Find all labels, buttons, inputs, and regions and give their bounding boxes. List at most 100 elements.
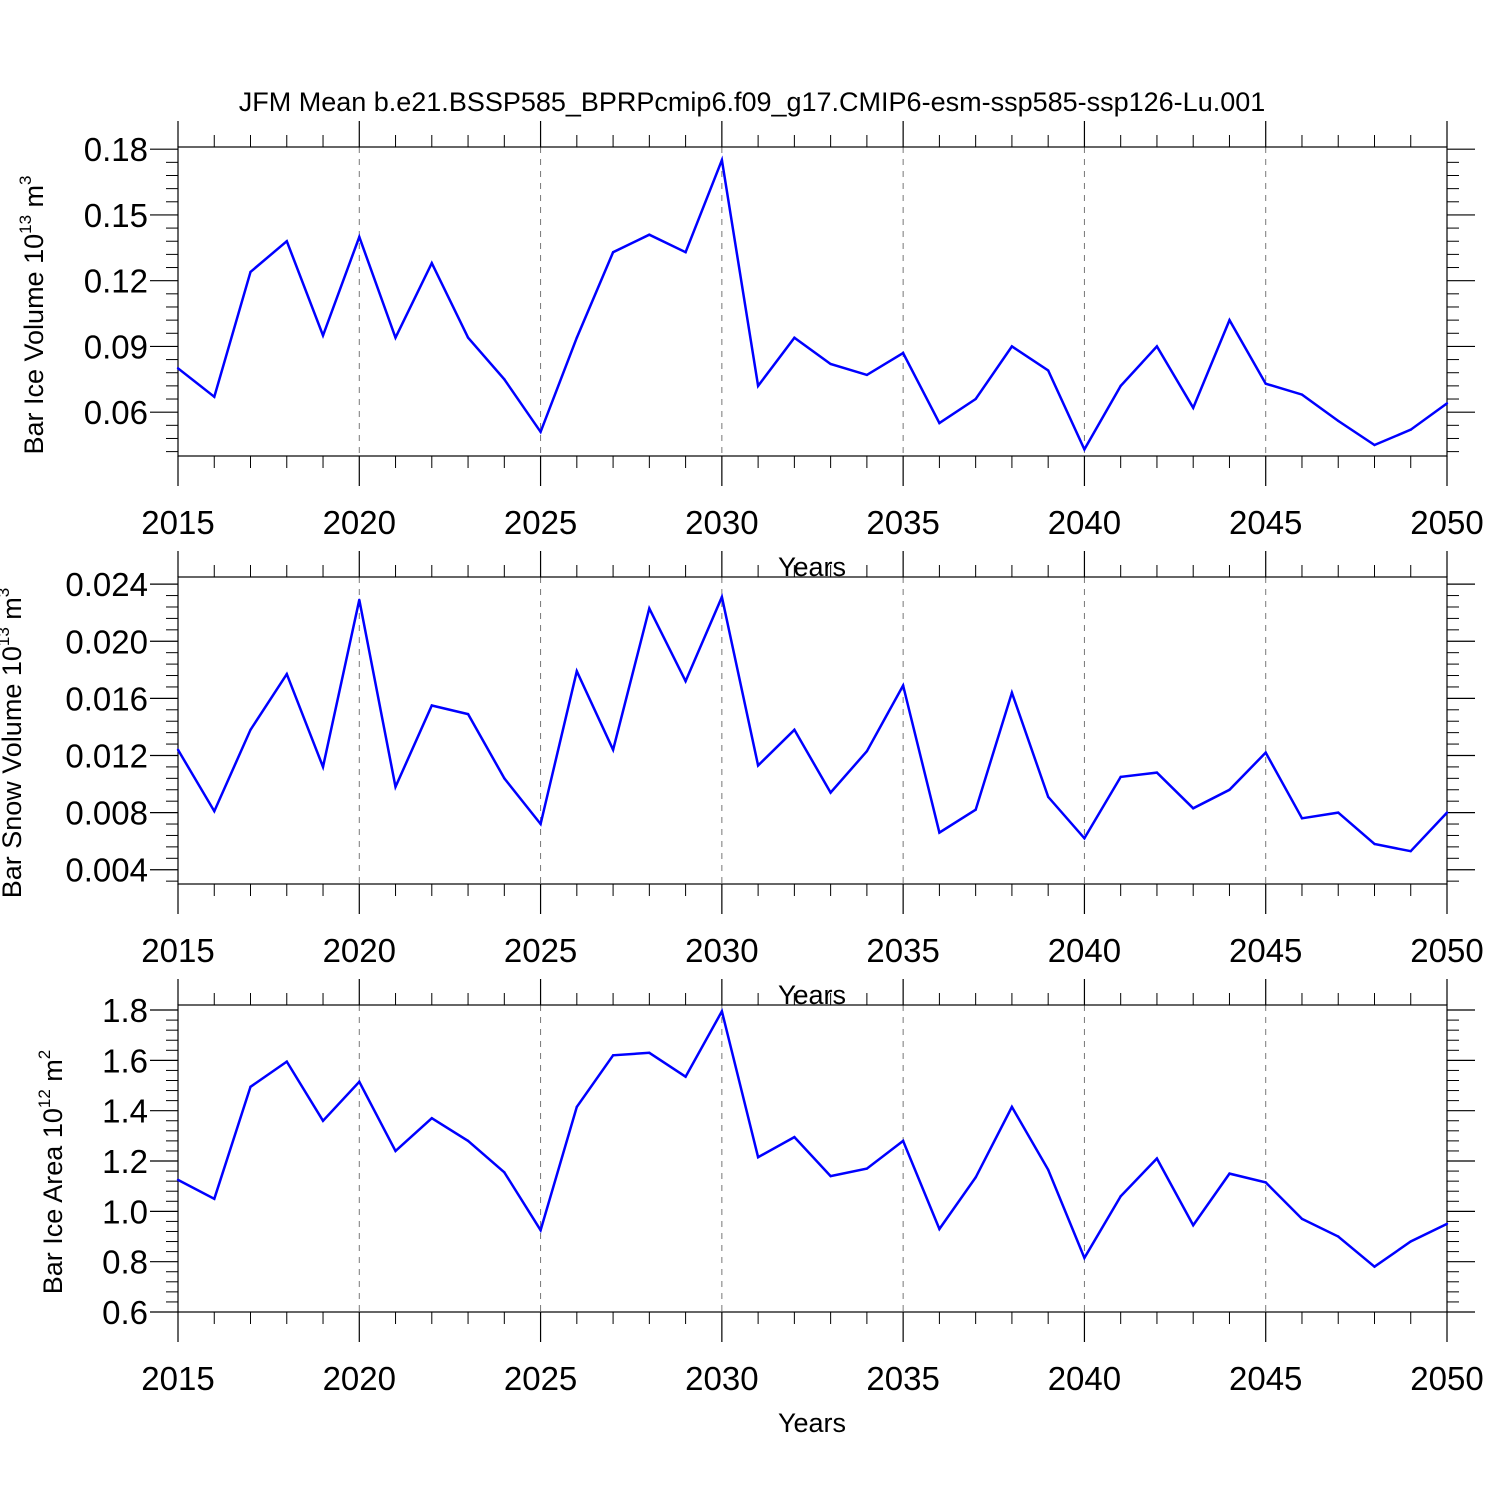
data-point [720, 158, 724, 162]
data-point [176, 367, 180, 370]
data-point [1373, 1265, 1376, 1268]
y-tick-label: 0.8 [102, 1244, 148, 1281]
data-point [1409, 1240, 1412, 1243]
data-point [1046, 795, 1050, 799]
y-tick-label: 1.6 [102, 1042, 148, 1079]
x-tick-label: 2040 [1048, 504, 1121, 541]
data-point [901, 684, 905, 687]
data-point [684, 680, 687, 683]
data-point [793, 728, 796, 731]
data-point [575, 336, 579, 339]
data-point [1409, 849, 1412, 853]
x-tick-label: 2035 [866, 504, 939, 541]
data-point [1373, 842, 1376, 846]
x-tick-label: 2035 [866, 932, 939, 969]
y-axis-label: Bar Ice Area 1012 m2 [35, 1050, 68, 1295]
x-tick-label: 2050 [1410, 932, 1483, 969]
data-point [575, 1105, 579, 1109]
plot-frame [177, 576, 1448, 885]
data-point [358, 1080, 361, 1083]
x-tick-label: 2030 [685, 932, 758, 969]
data-point [1445, 811, 1449, 814]
x-axis-label: Years [778, 1408, 846, 1438]
data-point [503, 378, 506, 381]
data-point [1192, 1223, 1195, 1227]
series-line [176, 592, 1448, 853]
data-point [1046, 1168, 1050, 1172]
data-point [720, 1010, 724, 1013]
data-point [575, 670, 579, 673]
data-point [285, 240, 288, 243]
data-point [1228, 318, 1231, 322]
x-tick-label: 2025 [504, 932, 577, 969]
data-point [1192, 406, 1195, 409]
data-point [249, 270, 252, 274]
data-point [648, 233, 651, 236]
data-point [793, 336, 796, 339]
data-point [1119, 384, 1122, 388]
data-point [1010, 345, 1014, 348]
x-tick-label: 2015 [141, 932, 214, 969]
data-point [1228, 1172, 1231, 1175]
x-tick-label: 2020 [323, 504, 396, 541]
data-point [611, 250, 615, 254]
data-point [793, 1135, 796, 1139]
data-point [974, 397, 977, 401]
y-tick-label: 1.8 [102, 992, 148, 1029]
data-point [684, 1075, 687, 1078]
plot-frame [177, 146, 1448, 457]
data-point [213, 809, 216, 813]
x-tick-label: 2030 [685, 504, 758, 541]
data-point [358, 598, 361, 602]
data-point [1119, 775, 1122, 779]
x-tick-label: 2015 [141, 504, 214, 541]
y-tick-label: 0.15 [84, 197, 148, 234]
data-point [1228, 788, 1231, 791]
data-point [213, 395, 216, 399]
data-point [756, 1156, 760, 1159]
y-axis-label: Bar Ice Volume 1013 m3 [16, 175, 49, 454]
data-point [1155, 345, 1159, 348]
series-line [177, 155, 1448, 453]
data-point [1300, 393, 1304, 396]
snow-volume-panel: Years Bar Snow Volume 1013 m3 2015202020… [0, 551, 1484, 1010]
data-point [176, 748, 180, 751]
x-tick-label: 2035 [866, 1360, 939, 1397]
data-point [503, 1171, 506, 1174]
data-point [611, 748, 615, 751]
data-point [394, 336, 397, 339]
data-point [1083, 448, 1086, 451]
data-point [1155, 771, 1159, 774]
data-point [394, 1149, 397, 1153]
data-point [611, 1054, 615, 1057]
data-point [321, 765, 325, 769]
plot-frame [177, 1004, 1448, 1313]
data-point [974, 1176, 977, 1179]
data-point [1264, 382, 1267, 385]
data-point [901, 1139, 905, 1143]
data-point [829, 791, 832, 794]
x-tick-label: 2020 [323, 1360, 396, 1397]
y-tick-label: 0.016 [65, 680, 148, 717]
x-tick-label: 2045 [1229, 932, 1302, 969]
y-tick-label: 0.12 [84, 263, 148, 300]
data-point [1083, 837, 1086, 840]
data-point [466, 712, 470, 716]
x-tick-label: 2045 [1229, 1360, 1302, 1397]
series-line [177, 1007, 1448, 1269]
data-point [1409, 428, 1412, 431]
data-point [1155, 1157, 1159, 1160]
y-tick-label: 1.4 [102, 1093, 148, 1130]
data-point [394, 785, 397, 789]
data-point [249, 1085, 252, 1088]
chart-title: JFM Mean b.e21.BSSP585_BPRPcmip6.f09_g17… [239, 87, 1266, 117]
data-point [285, 672, 288, 676]
y-tick-label: 0.6 [102, 1294, 148, 1331]
data-point [865, 750, 869, 753]
data-point [1300, 817, 1304, 820]
data-point [1119, 1195, 1122, 1198]
data-point [865, 1167, 869, 1170]
data-point [1337, 1235, 1340, 1238]
data-point [1300, 1217, 1304, 1221]
x-tick-label: 2020 [323, 932, 396, 969]
